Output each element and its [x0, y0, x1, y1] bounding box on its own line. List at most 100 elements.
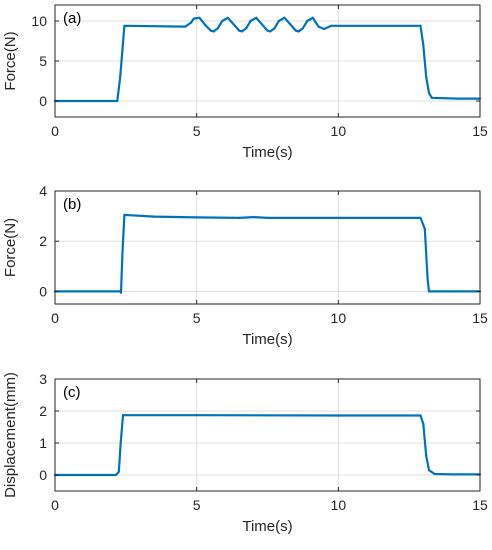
panel-b-y-tick-label: 0 [39, 283, 47, 299]
panel-c-data-point [425, 454, 428, 457]
panel-a-data-point [283, 16, 286, 19]
panel-b-data-point [423, 227, 426, 230]
panel-b-data-point [337, 216, 340, 219]
panel-a-data-point [238, 29, 241, 32]
panel-c-data-point [433, 472, 436, 476]
panel-c-data-point [419, 414, 422, 417]
panel-c: 0 5 10 15 0 1 2 3 Time(s) Displacement(mm) (c) [2, 371, 488, 535]
panel-b-data-point [427, 290, 431, 293]
panel-a-data-point [277, 19, 280, 23]
panel-b-y-axis-label: Force(N) [2, 218, 19, 277]
panel-a-data-point [297, 30, 300, 33]
panel-a-data-point [266, 29, 269, 32]
panel-a-x-axis-label: Time(s) [242, 144, 292, 161]
panel-a-data-point [430, 96, 433, 99]
panel-c-data-point [117, 470, 120, 473]
panel-b-data-point [252, 216, 255, 219]
panel-c-data-point [337, 414, 340, 417]
panel-c-panel-label: (c) [63, 384, 81, 401]
panel-a-x-tick-label: 5 [193, 123, 201, 139]
panel-a-data-point [189, 21, 193, 24]
panel-c-y-axis-label: Displacement(mm) [2, 372, 19, 498]
panel-c-series-line [55, 414, 480, 477]
panel-a-data-point [456, 97, 459, 100]
panel-a-data-point [419, 24, 422, 27]
panel-c-x-tick-label: 10 [331, 497, 347, 513]
panel-b-data-point [266, 216, 269, 219]
panel-a-data-point [323, 27, 326, 31]
panel-b-x-tick-label: 0 [51, 310, 59, 326]
panel-b-x-tick-label: 5 [193, 310, 201, 326]
panel-c-data-point [195, 414, 198, 417]
panel-a-data-point [425, 75, 428, 79]
panel-c-x-axis-label: Time(s) [242, 518, 292, 535]
panel-a-data-point [427, 91, 431, 95]
panel-c-x-tick-label: 15 [472, 497, 488, 513]
panel-a: 0 5 10 15 0 5 10 Time(s) Force(N) (a) [2, 4, 488, 161]
panel-b-x-tick-label: 15 [472, 310, 488, 326]
panel-a-y-tick-label: 10 [31, 13, 47, 29]
panel-a-data-point [317, 25, 320, 28]
panel-a-data-point [198, 16, 201, 19]
panel-a-data-point [184, 25, 187, 28]
panel-a-data-point [221, 19, 224, 23]
panel-a-data-point [216, 27, 220, 30]
panel-b-data-point [121, 252, 124, 255]
panel-b-panel-label: (b) [63, 196, 81, 213]
panel-b-data-point [419, 216, 422, 219]
panel-a-data-point [209, 29, 212, 32]
panel-a-data-point [123, 24, 126, 27]
panel-a-y-tick-label: 5 [39, 53, 47, 69]
panel-b-data-point [123, 213, 126, 216]
panel-a-data-point [212, 30, 215, 33]
panel-a-x-tick-label: 0 [51, 123, 59, 139]
panel-c-axes-box [54, 378, 481, 492]
panel-a-data-point [116, 99, 119, 103]
panel-b-data-point [450, 290, 453, 293]
panel-a-data-point [249, 19, 252, 23]
panel-a-x-tick-label: 15 [472, 123, 488, 139]
panel-b-y-tick-label: 4 [39, 183, 47, 199]
panel-a-data-point [192, 17, 195, 20]
panel-a-data-point [240, 30, 244, 33]
panel-a-data-point [226, 16, 229, 19]
panel-a-data-point [119, 75, 122, 79]
panel-a-data-point [311, 16, 314, 19]
panel-b-y-tick-label: 2 [39, 233, 47, 249]
panel-b-data-point [426, 277, 429, 280]
panel-b: 0 5 10 15 0 2 4 Time(s) Force(N) (b) [2, 183, 488, 348]
panel-a-data-point [306, 19, 309, 23]
panel-a-data-point [289, 23, 292, 26]
panel-c-data-point [427, 469, 431, 472]
panel-a-data-point [232, 23, 235, 26]
panel-a-data-point [273, 27, 276, 30]
panel-b-x-axis-label: Time(s) [242, 331, 292, 348]
panel-b-x-tick-label: 10 [331, 310, 347, 326]
panel-b-data-point [195, 216, 198, 219]
panel-b-data-point [119, 291, 123, 294]
panel-a-data-point [204, 23, 207, 27]
panel-c-x-tick-label: 5 [193, 497, 201, 513]
panel-c-x-tick-label: 0 [51, 497, 59, 513]
panel-b-data-point [153, 215, 156, 218]
panel-a-data-point [422, 43, 425, 47]
panel-a-data-point [294, 29, 297, 32]
panel-b-axes-box [54, 190, 481, 305]
panel-a-data-point [330, 24, 333, 27]
panel-a-x-tick-label: 10 [331, 123, 347, 139]
panel-c-y-tick-label: 3 [39, 371, 47, 387]
panel-a-data-point [260, 23, 263, 26]
panel-c-y-tick-label: 1 [39, 435, 47, 451]
panel-b-series-line [55, 213, 480, 294]
panel-c-y-tick-label: 2 [39, 403, 47, 419]
panel-c-data-point [119, 441, 122, 445]
panel-b-data-point [238, 216, 241, 219]
panel-a-data-point [269, 30, 272, 33]
panel-c-data-point [450, 473, 453, 476]
panel-c-data-point [121, 414, 125, 417]
panel-b-data-point [294, 216, 297, 219]
panel-a-panel-label: (a) [63, 10, 81, 27]
panel-a-data-point [301, 27, 305, 30]
panel-a-y-axis-label: Force(N) [2, 31, 19, 90]
